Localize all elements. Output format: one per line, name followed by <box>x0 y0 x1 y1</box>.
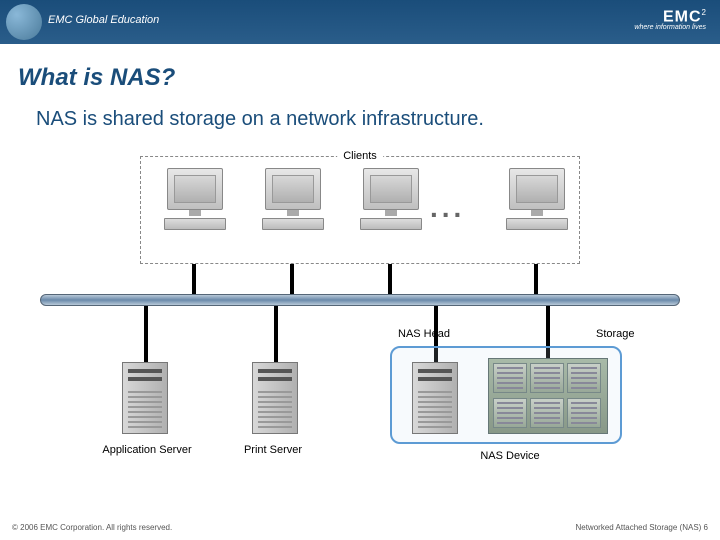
client-workstation-icon <box>502 168 572 230</box>
storage-label: Storage <box>596 328 635 340</box>
network-connector <box>274 306 278 362</box>
logo-text: EMC <box>663 8 702 25</box>
logo: EMC2 where information lives <box>634 8 706 31</box>
network-connector <box>388 264 392 294</box>
app-server-label: Application Server <box>102 444 192 456</box>
client-workstation-icon <box>258 168 328 230</box>
page-title: What is NAS? <box>18 64 175 92</box>
footer-page: Networked Attached Storage (NAS) 6 <box>575 523 708 532</box>
logo-tagline: where information lives <box>634 24 706 31</box>
clients-label: Clients <box>337 150 383 162</box>
client-workstation-icon <box>160 168 230 230</box>
print-server-icon <box>252 362 298 434</box>
app-server-icon <box>122 362 168 434</box>
globe-icon <box>6 4 42 40</box>
network-connector <box>290 264 294 294</box>
ellipsis-icon: ... <box>430 192 465 224</box>
nas-device-label: NAS Device <box>470 450 550 462</box>
print-server-label: Print Server <box>238 444 308 456</box>
logo-sup: 2 <box>702 8 706 17</box>
storage-array-icon <box>488 358 608 434</box>
footer-copyright: © 2006 EMC Corporation. All rights reser… <box>12 523 172 532</box>
nas-head-label: NAS Head <box>398 328 450 340</box>
brand-text: EMC Global Education <box>48 14 159 26</box>
header-bar: EMC Global Education EMC2 where informat… <box>0 0 720 44</box>
nas-head-icon <box>412 362 458 434</box>
subtitle: NAS is shared storage on a network infra… <box>36 108 484 131</box>
client-workstation-icon <box>356 168 426 230</box>
network-connector <box>144 306 148 362</box>
nas-diagram: Clients ... NAS Head Storage Application… <box>40 150 680 490</box>
network-connector <box>534 264 538 294</box>
network-connector <box>192 264 196 294</box>
network-bus <box>40 294 680 306</box>
